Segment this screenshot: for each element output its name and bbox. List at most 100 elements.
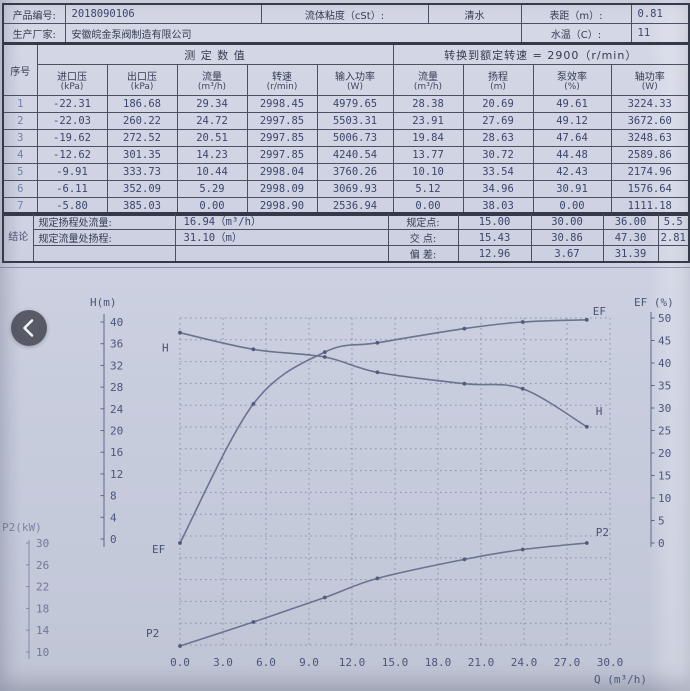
data-point-ef — [462, 326, 467, 331]
ef-axis-tick: 50 — [658, 312, 671, 325]
data-point-ef — [251, 402, 256, 406]
data-point-h — [520, 386, 525, 391]
table-cell: 3672.60 — [610, 112, 690, 130]
table-cell: 33.54 — [462, 163, 534, 181]
table-cell: 260.22 — [106, 112, 178, 130]
col-header-7: 泵效率 (%) — [532, 64, 612, 96]
table-cell: 1 — [2, 95, 38, 113]
table-cell: 352.09 — [106, 180, 178, 198]
product-no-label: 产品编号: — [2, 3, 66, 24]
cross-point-eff: 47.30 — [602, 229, 659, 246]
curve-ef — [179, 319, 587, 544]
table-row: 6 -6.11 352.09 5.29 2998.09 3069.93 5.12 34.96 3… — [2, 180, 690, 198]
col-header-2: 流量 (m³/h) — [176, 64, 248, 96]
ef-axis-tick: 30 — [658, 402, 671, 415]
x-axis-tick: 15.0 — [382, 656, 409, 669]
h-axis-tick: 12 — [110, 468, 123, 481]
cross-point-head: 30.86 — [530, 229, 604, 246]
ef-axis-tick: 40 — [658, 357, 671, 370]
table-cell: 2174.96 — [610, 163, 690, 181]
table-cell: 49.61 — [532, 95, 612, 113]
product-info-table: 产品编号: 2018090106 流体粘度（cSt）: 清水 表距（m）: 0.… — [2, 3, 690, 44]
table-cell: 301.35 — [106, 146, 178, 164]
table-cell: 30.91 — [532, 180, 612, 198]
conclusion-table: 结论 规定扬程处流量: 16.94（m³/h） 规定点: 15.00 30.00… — [2, 212, 690, 263]
table-cell: 30.72 — [462, 146, 534, 164]
table-cell: 1576.64 — [610, 180, 690, 198]
water-temp-value: 11 — [630, 23, 690, 44]
h-axis-tick: 16 — [110, 446, 123, 459]
data-point-p2 — [520, 547, 525, 552]
table-cell: 3248.63 — [610, 129, 690, 147]
x-axis-title: Q (m³/h) — [594, 673, 647, 686]
ef-axis-tick: 15 — [658, 470, 671, 483]
p2-axis-tick: 10 — [36, 646, 49, 659]
deviation-label: 偏 差: — [387, 245, 459, 263]
water-temp-label: 水温（C）: — [520, 23, 632, 44]
table-cell: 2997.85 — [246, 146, 318, 164]
product-no-value: 2018090106 — [64, 3, 262, 24]
table-cell: -12.62 — [36, 146, 108, 164]
h-axis-tick: 20 — [110, 425, 123, 438]
x-axis-tick: 0.0 — [170, 656, 190, 669]
pump-performance-chart: H(m)4036322824201612840P2(kW)30262218141… — [2, 296, 674, 686]
table-cell: -19.62 — [36, 129, 108, 147]
table-cell: 10.10 — [392, 163, 464, 181]
data-point-p2 — [178, 644, 182, 648]
ef-axis-tick: 35 — [658, 380, 671, 393]
table-cell: 10.44 — [176, 163, 248, 181]
table-cell: 2998.04 — [246, 163, 318, 181]
rated-point-label: 规定点: — [387, 212, 459, 230]
curve-label-h-right: H — [596, 405, 603, 418]
h-axis-tick: 32 — [110, 359, 123, 372]
col-header-8: 轴功率 (W) — [610, 64, 690, 96]
deviation-eff: 31.39 — [602, 245, 659, 263]
x-axis-tick: 9.0 — [299, 656, 319, 669]
table-cell: 272.52 — [106, 129, 178, 147]
table-cell: 5006.73 — [316, 129, 394, 147]
table-cell: 4 — [2, 146, 38, 164]
data-point-h — [462, 381, 467, 386]
h-axis-tick: 8 — [110, 490, 117, 503]
data-point-h — [178, 330, 182, 335]
grid-lines — [179, 317, 611, 646]
data-point-ef — [322, 350, 327, 354]
data-point-h — [584, 424, 589, 429]
ef-axis-tick: 20 — [658, 447, 671, 460]
p2-axis-tick: 14 — [36, 624, 50, 637]
table-cell: 19.84 — [392, 129, 464, 147]
h-axis-title: H(m) — [90, 296, 117, 309]
rated-point-power: 5.5 — [657, 212, 690, 230]
table-cell: 2997.85 — [246, 112, 318, 130]
col-header-1: 出口压 (kPa) — [106, 64, 178, 96]
measured-values-band: 测 定 数 值 — [36, 43, 394, 65]
x-axis-tick: 27.0 — [554, 656, 581, 669]
empty-cell — [657, 245, 690, 263]
rated-point-eff: 36.00 — [602, 212, 659, 230]
h-axis-tick: 36 — [110, 338, 123, 351]
empty-cell — [32, 245, 176, 263]
cross-point-label: 交 点: — [387, 229, 459, 246]
table-cell: 13.77 — [392, 146, 464, 164]
table-row: 5 -9.91 333.73 10.44 2998.04 3760.26 10.10 33.5… — [2, 163, 690, 181]
table-cell: 28.63 — [462, 129, 534, 147]
rated-flow-head-value: 31.10（m） — [174, 229, 389, 246]
table-cell: 3 — [2, 129, 38, 147]
h-axis-tick: 40 — [110, 316, 123, 329]
data-point-p2 — [375, 576, 380, 581]
data-point-p2 — [462, 557, 467, 562]
gauge-distance-value: 0.81 — [630, 3, 690, 24]
table-cell: -22.03 — [36, 112, 108, 130]
cross-point-power: 2.81 — [657, 229, 690, 246]
table-cell: 42.43 — [532, 163, 612, 181]
measurement-table: 序号测 定 数 值转换到额定转速 = 2900（r/min） 进口压 (kPa) 出口… — [2, 43, 690, 216]
table-cell: 24.72 — [176, 112, 248, 130]
table-cell: 3224.33 — [610, 95, 690, 113]
x-axis-tick: 12.0 — [339, 656, 366, 669]
table-cell: 2998.45 — [246, 95, 318, 113]
col-header-0: 进口压 (kPa) — [36, 64, 108, 96]
data-point-p2 — [322, 595, 327, 600]
previous-image-button[interactable] — [11, 310, 47, 346]
ef-axis-title: EF (%) — [634, 296, 674, 309]
